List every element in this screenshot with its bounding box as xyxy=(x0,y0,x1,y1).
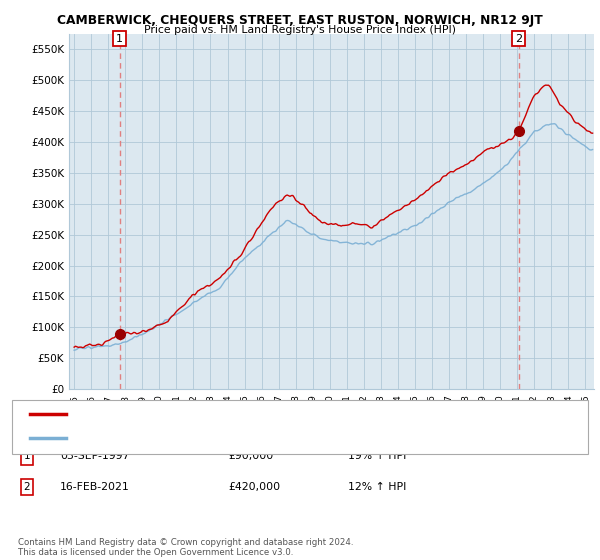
Text: Price paid vs. HM Land Registry's House Price Index (HPI): Price paid vs. HM Land Registry's House … xyxy=(144,25,456,35)
Text: CAMBERWICK, CHEQUERS STREET, EAST RUSTON, NORWICH, NR12 9JT (detached house: CAMBERWICK, CHEQUERS STREET, EAST RUSTON… xyxy=(72,409,513,419)
Text: 1: 1 xyxy=(23,451,31,461)
Text: 16-FEB-2021: 16-FEB-2021 xyxy=(60,482,130,492)
Text: £90,000: £90,000 xyxy=(228,451,273,461)
Text: £420,000: £420,000 xyxy=(228,482,280,492)
Text: 19% ↑ HPI: 19% ↑ HPI xyxy=(348,451,406,461)
Text: 03-SEP-1997: 03-SEP-1997 xyxy=(60,451,130,461)
Text: 12% ↑ HPI: 12% ↑ HPI xyxy=(348,482,406,492)
Text: 2: 2 xyxy=(23,482,31,492)
Text: HPI: Average price, detached house, North Norfolk: HPI: Average price, detached house, Nort… xyxy=(72,433,323,444)
Text: CAMBERWICK, CHEQUERS STREET, EAST RUSTON, NORWICH, NR12 9JT: CAMBERWICK, CHEQUERS STREET, EAST RUSTON… xyxy=(57,14,543,27)
Text: 1: 1 xyxy=(116,34,123,44)
Text: Contains HM Land Registry data © Crown copyright and database right 2024.
This d: Contains HM Land Registry data © Crown c… xyxy=(18,538,353,557)
Text: 2: 2 xyxy=(515,34,522,44)
